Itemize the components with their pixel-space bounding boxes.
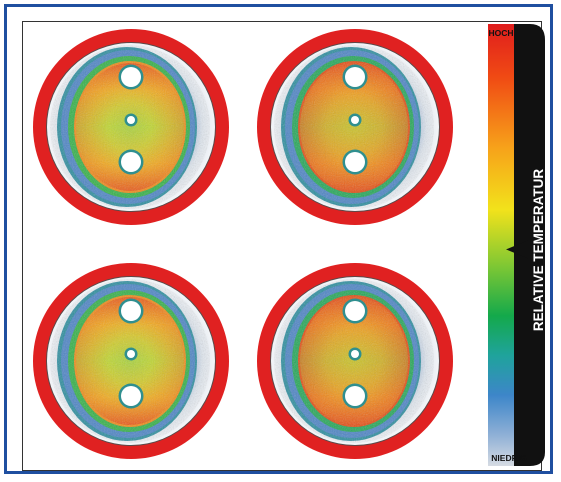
thermogram-top-right xyxy=(257,29,453,225)
legend-low-label: NIEDRIG xyxy=(491,453,527,463)
thermogram-speckle xyxy=(50,45,210,209)
thermogram-speckle xyxy=(50,279,210,443)
legend-color-bar xyxy=(488,24,514,466)
thermogram-lower-hole xyxy=(345,152,365,172)
thermogram-lower-hole xyxy=(121,152,141,172)
thermogram-center-hole xyxy=(127,350,135,358)
thermogram-speckle xyxy=(274,279,434,443)
thermogram-lower-hole xyxy=(345,386,365,406)
temperature-legend: HOCH NIEDRIG RELATIVE TEMPERATUR xyxy=(488,24,546,466)
thermogram-upper-hole xyxy=(121,301,141,321)
thermogram-bottom-left xyxy=(33,263,229,459)
thermogram-speckle xyxy=(274,45,434,209)
legend-axis-label: RELATIVE TEMPERATUR xyxy=(531,169,546,332)
legend-black-band xyxy=(514,24,545,466)
legend-high-label: HOCH xyxy=(488,28,513,38)
thermogram-upper-hole xyxy=(345,301,365,321)
thermogram-center-hole xyxy=(351,116,359,124)
thermogram-bottom-right xyxy=(257,263,453,459)
thermogram-center-hole xyxy=(351,350,359,358)
thermogram-top-left xyxy=(33,29,229,225)
thermogram-center-hole xyxy=(127,116,135,124)
thermogram-lower-hole xyxy=(121,386,141,406)
thermogram-upper-hole xyxy=(345,67,365,87)
thermogram-upper-hole xyxy=(121,67,141,87)
level-indicator-arrow xyxy=(506,240,528,259)
